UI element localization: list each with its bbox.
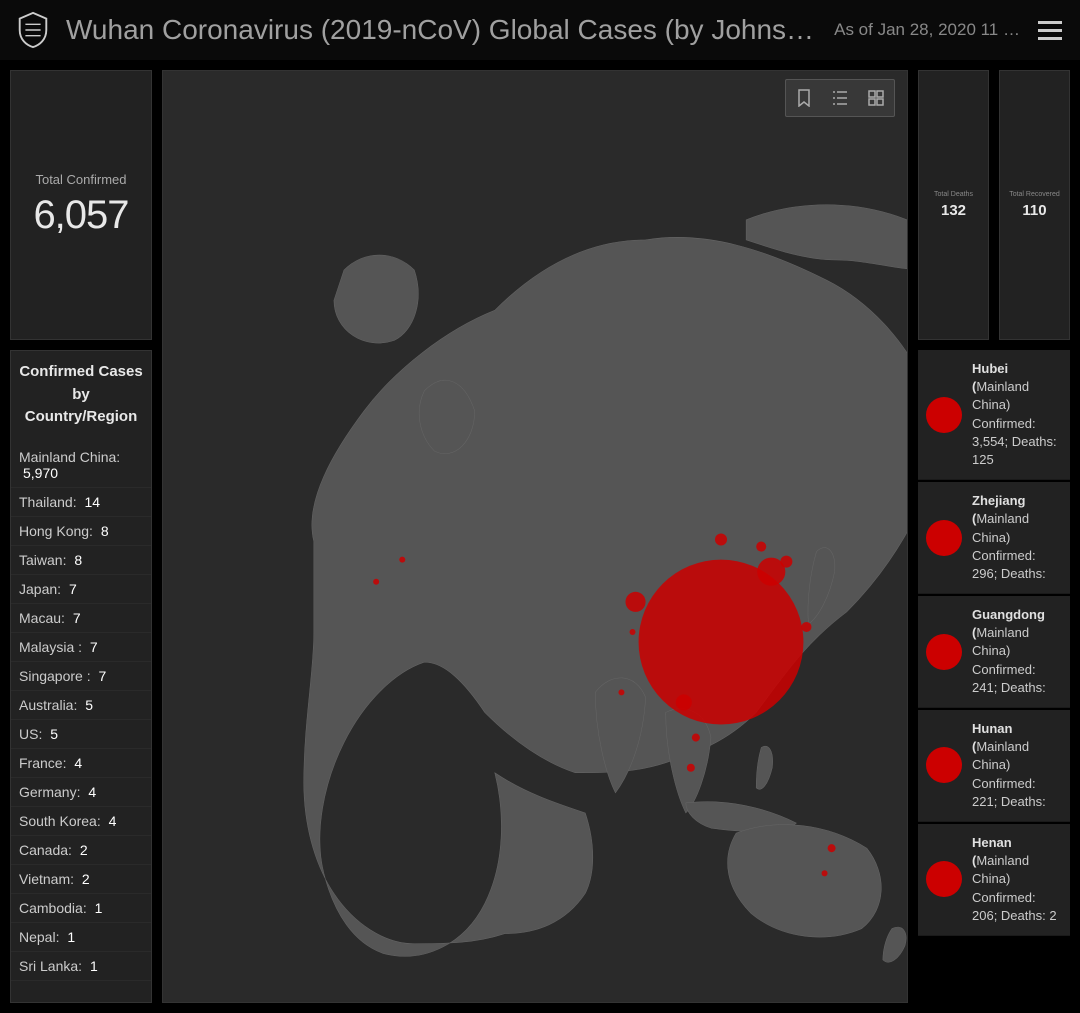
list-icon [831, 90, 849, 106]
country-item[interactable]: Thailand: 14 [11, 488, 151, 517]
left-column: Total Confirmed 6,057 Confirmed Cases by… [10, 70, 152, 1003]
case-circle[interactable] [373, 579, 379, 585]
province-list[interactable]: Hubei (Mainland China) Confirmed: 3,554;… [918, 350, 1070, 1003]
province-dot-icon [926, 634, 962, 670]
province-dot-icon [926, 397, 962, 433]
country-list[interactable]: Mainland China: 5,970Thailand: 14Hong Ko… [11, 443, 151, 1003]
case-circle[interactable] [399, 557, 405, 563]
total-deaths-panel: Total Deaths 132 [918, 70, 989, 340]
country-item[interactable]: Germany: 4 [11, 778, 151, 807]
case-circle[interactable] [756, 542, 766, 552]
country-item[interactable]: Singapore : 7 [11, 662, 151, 691]
case-circle[interactable] [828, 844, 836, 852]
case-circle[interactable] [687, 764, 695, 772]
province-dot-icon [926, 747, 962, 783]
map-panel[interactable] [162, 70, 908, 1003]
case-circle[interactable] [822, 870, 828, 876]
country-item[interactable]: US: 5 [11, 720, 151, 749]
page-subtitle: As of Jan 28, 2020 11 … [834, 20, 1020, 40]
basemap-button[interactable] [858, 80, 894, 116]
jhu-logo [14, 11, 52, 49]
bookmark-button[interactable] [786, 80, 822, 116]
case-circle[interactable] [639, 560, 804, 725]
case-circle[interactable] [715, 533, 727, 545]
country-item[interactable]: Macau: 7 [11, 604, 151, 633]
country-list-panel: Confirmed Cases by Country/Region Mainla… [10, 350, 152, 1003]
layers-button[interactable] [822, 80, 858, 116]
case-circle[interactable] [625, 592, 645, 612]
total-recovered-panel: Total Recovered 110 [999, 70, 1070, 340]
country-item[interactable]: Taiwan: 8 [11, 546, 151, 575]
menu-button[interactable] [1034, 14, 1066, 46]
country-item[interactable]: Mainland China: 5,970 [11, 443, 151, 488]
country-item[interactable]: France: 4 [11, 749, 151, 778]
case-circle[interactable] [801, 622, 811, 632]
country-item[interactable]: Malaysia : 7 [11, 633, 151, 662]
country-item[interactable]: Sri Lanka: 1 [11, 952, 151, 981]
province-item[interactable]: Guangdong (Mainland China) Confirmed: 24… [918, 596, 1070, 708]
country-item[interactable]: Nepal: 1 [11, 923, 151, 952]
province-dot-icon [926, 520, 962, 556]
country-list-title: Confirmed Cases by Country/Region [11, 351, 151, 443]
country-item[interactable]: South Korea: 4 [11, 807, 151, 836]
province-item[interactable]: Henan (Mainland China) Confirmed: 206; D… [918, 824, 1070, 936]
hamburger-icon [1038, 21, 1062, 24]
province-item[interactable]: Hunan (Mainland China) Confirmed: 221; D… [918, 710, 1070, 822]
kpi-label: Total Confirmed [35, 172, 126, 187]
province-item[interactable]: Zhejiang (Mainland China) Confirmed: 296… [918, 482, 1070, 594]
page-title: Wuhan Coronavirus (2019-nCoV) Global Cas… [66, 14, 820, 46]
case-circle[interactable] [630, 629, 636, 635]
country-item[interactable]: Canada: 2 [11, 836, 151, 865]
landmass [304, 205, 907, 962]
case-circle[interactable] [618, 689, 624, 695]
right-column: Total Deaths 132 Total Recovered 110 Hub… [918, 70, 1070, 1003]
map-toolbar [785, 79, 895, 117]
country-item[interactable]: Vietnam: 2 [11, 865, 151, 894]
kpi-value: 6,057 [33, 193, 128, 238]
bookmark-icon [796, 89, 812, 107]
country-item[interactable]: Cambodia: 1 [11, 894, 151, 923]
province-dot-icon [926, 861, 962, 897]
case-circle[interactable] [780, 556, 792, 568]
province-item[interactable]: Hubei (Mainland China) Confirmed: 3,554;… [918, 350, 1070, 480]
mini-value: 110 [1022, 202, 1046, 219]
case-circle[interactable] [676, 694, 692, 710]
mini-value: 132 [941, 202, 966, 219]
header-bar: Wuhan Coronavirus (2019-nCoV) Global Cas… [0, 0, 1080, 60]
country-item[interactable]: Australia: 5 [11, 691, 151, 720]
country-item[interactable]: Hong Kong: 8 [11, 517, 151, 546]
world-map[interactable] [163, 71, 907, 1002]
mini-label: Total Recovered [1009, 191, 1060, 198]
dashboard-body: Total Confirmed 6,057 Confirmed Cases by… [0, 60, 1080, 1013]
stats-row: Total Deaths 132 Total Recovered 110 [918, 70, 1070, 340]
app-root: Wuhan Coronavirus (2019-nCoV) Global Cas… [0, 0, 1080, 1013]
country-item[interactable]: Japan: 7 [11, 575, 151, 604]
mini-label: Total Deaths [934, 191, 973, 198]
total-confirmed-panel: Total Confirmed 6,057 [10, 70, 152, 340]
grid-icon [867, 89, 885, 107]
case-circle[interactable] [692, 734, 700, 742]
